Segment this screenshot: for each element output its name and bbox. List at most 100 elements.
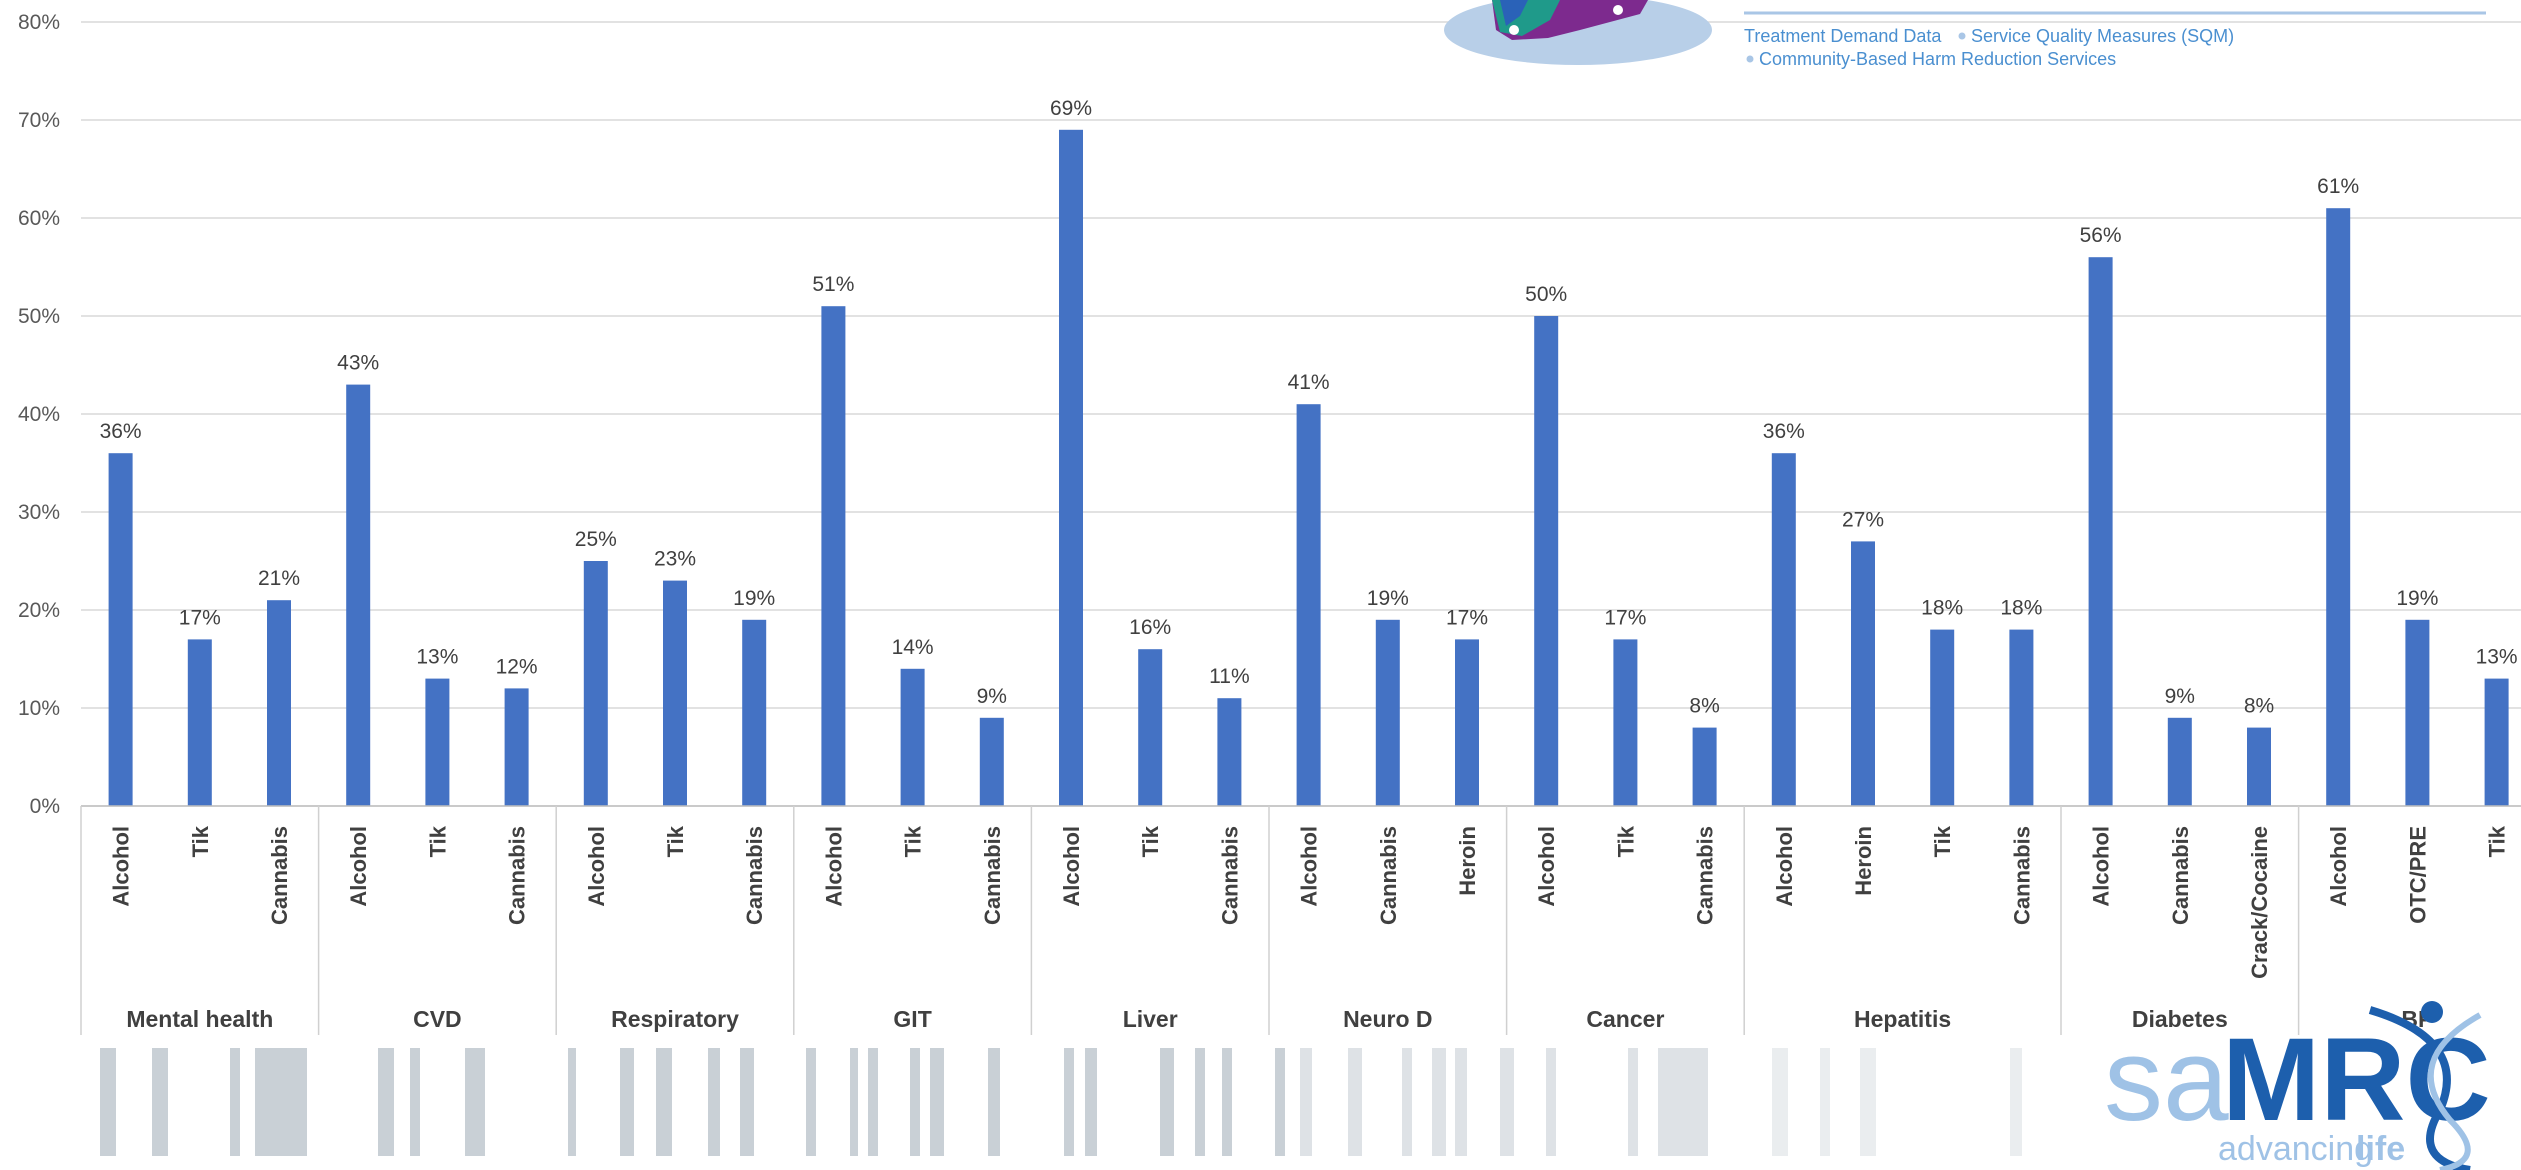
data-label: 11%: [1209, 665, 1249, 688]
bar: [900, 668, 925, 806]
samrc-logo: sa MRC advancing life: [2104, 1001, 2491, 1170]
x-tick-label: Tik: [1930, 825, 1955, 857]
strip-bar: [1195, 1048, 1205, 1156]
strip-bar: [988, 1048, 1000, 1156]
x-tick-label: Alcohol: [1772, 826, 1797, 907]
group-label: Diabetes: [2132, 1006, 2228, 1032]
strip-bar: [1300, 1048, 1312, 1156]
dna-dot-icon: [2421, 1001, 2443, 1023]
strip-bar: [378, 1048, 394, 1156]
bar: [1138, 649, 1163, 806]
legend-line2: Community-Based Harm Reduction Services: [1759, 49, 2116, 69]
y-tick-label: 60%: [18, 207, 60, 230]
x-tick-label: Cannabis: [2009, 826, 2034, 925]
y-tick-label: 70%: [18, 109, 60, 132]
x-tick-label: OTC/PRE: [2405, 826, 2430, 924]
strip-bar: [1772, 1048, 1788, 1156]
data-label: 17%: [1604, 606, 1646, 629]
bar: [2167, 717, 2192, 806]
x-tick-label: Tik: [901, 825, 926, 857]
data-label: 19%: [1367, 587, 1409, 610]
bar: [2484, 678, 2509, 806]
bar: [2009, 629, 2034, 806]
data-label: 56%: [2080, 224, 2122, 247]
group-label: Mental health: [126, 1006, 273, 1032]
strip-bar: [152, 1048, 168, 1156]
data-label: 27%: [1842, 508, 1884, 531]
strip-bar: [1820, 1048, 1830, 1156]
data-label: 21%: [258, 567, 300, 590]
y-tick-label: 20%: [18, 599, 60, 622]
x-tick-label: Heroin: [1851, 826, 1876, 896]
overlay-map-graphic: [1444, 0, 1712, 65]
strip-bar: [1500, 1048, 1514, 1156]
strip-bar: [1860, 1048, 1876, 1156]
data-label: 50%: [1525, 283, 1567, 306]
x-tick-label: Tik: [188, 825, 213, 857]
data-label: 69%: [1050, 97, 1092, 120]
logo-tagline-b: life: [2356, 1130, 2405, 1168]
bar: [1534, 316, 1559, 806]
strip-bar: [465, 1048, 485, 1156]
x-tick-label: Alcohol: [821, 826, 846, 907]
strip-bar: [1275, 1048, 1285, 1156]
bar: [583, 561, 608, 806]
bullet-icon: [1746, 55, 1754, 63]
strip-bar: [100, 1048, 116, 1156]
bar: [1771, 453, 1796, 806]
bar: [2326, 208, 2351, 806]
bars: [108, 129, 2509, 807]
bullet-icon: [1958, 32, 1966, 40]
data-label: 17%: [1446, 606, 1488, 629]
data-label: 61%: [2317, 175, 2359, 198]
bar: [425, 678, 450, 806]
x-tick-label: Tik: [425, 825, 450, 857]
strip-bar: [1085, 1048, 1097, 1156]
y-tick-label: 10%: [18, 697, 60, 720]
bar: [346, 384, 371, 806]
bar: [1375, 619, 1400, 806]
data-label: 36%: [100, 420, 142, 443]
strip-bar: [806, 1048, 816, 1156]
bar: [267, 600, 291, 806]
strip-bar: [740, 1048, 754, 1156]
data-label: 17%: [179, 606, 221, 629]
logo-tagline-a: advancing: [2218, 1130, 2373, 1168]
data-label: 12%: [496, 655, 538, 678]
x-tick-label: Alcohol: [1297, 826, 1322, 907]
bar: [2405, 619, 2430, 806]
bar: [187, 639, 212, 806]
data-label: 23%: [654, 548, 696, 571]
y-tick-label: 50%: [18, 305, 60, 328]
x-tick-label: Cannabis: [2168, 826, 2193, 925]
strip-bar: [1455, 1048, 1467, 1156]
x-tick-label: Alcohol: [109, 826, 134, 907]
bar: [979, 717, 1004, 806]
x-tick-label: Cannabis: [1693, 826, 1718, 925]
strip-bar: [1658, 1048, 1708, 1156]
data-label: 8%: [1689, 695, 1719, 718]
x-tick-label: Tik: [1613, 825, 1638, 857]
strip-bar: [850, 1048, 858, 1156]
strip-bar: [1628, 1048, 1638, 1156]
bar: [742, 619, 767, 806]
data-label: 14%: [892, 636, 934, 659]
strip-bar: [1546, 1048, 1556, 1156]
x-tick-label: Tik: [1138, 825, 1163, 857]
group-label: CVD: [413, 1006, 462, 1032]
bar: [1613, 639, 1638, 806]
strip-bar: [930, 1048, 944, 1156]
strip-bar: [1222, 1048, 1232, 1156]
bar: [1296, 404, 1321, 806]
data-label: 19%: [2396, 587, 2438, 610]
y-tick-label: 30%: [18, 501, 60, 524]
y-tick-label: 80%: [18, 11, 60, 34]
data-label: 13%: [2476, 646, 2518, 669]
data-label: 16%: [1129, 616, 1171, 639]
group-label: Respiratory: [611, 1006, 739, 1032]
x-tick-label: Cannabis: [505, 826, 530, 925]
data-label: 41%: [1288, 371, 1330, 394]
strip-bar: [1160, 1048, 1174, 1156]
legend-line1-a: Treatment Demand Data: [1744, 26, 1942, 46]
strip-bar: [708, 1048, 720, 1156]
